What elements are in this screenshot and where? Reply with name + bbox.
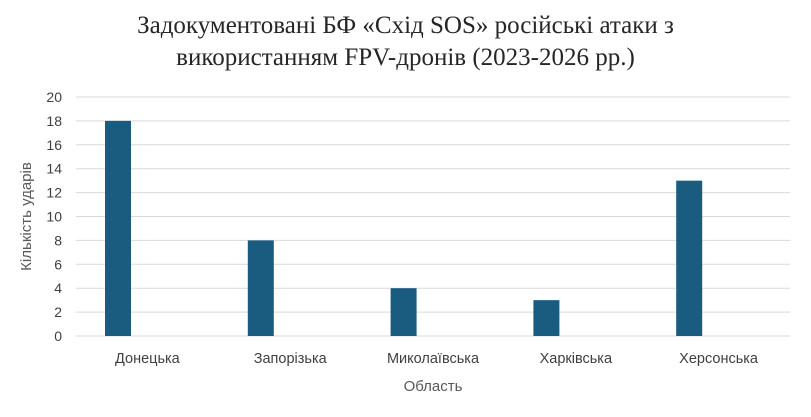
chart-title: Задокументовані БФ «Схід SOS» російські … bbox=[0, 10, 811, 74]
bar-2 bbox=[247, 240, 274, 336]
y-tick-label: 18 bbox=[46, 113, 62, 129]
x-category-label: Донецька bbox=[115, 351, 181, 367]
bars bbox=[105, 120, 703, 337]
chart-title-line-2: використанням FPV-дронів (2023-2026 рр.) bbox=[176, 44, 635, 71]
y-axis-tick-labels: 0 2 4 6 8 10 12 14 16 18 20 bbox=[46, 89, 62, 344]
x-category-label: Запорізька bbox=[254, 351, 328, 367]
y-tick-label: 6 bbox=[54, 256, 62, 272]
y-tick-label: 8 bbox=[54, 232, 62, 248]
bar-5 bbox=[676, 180, 703, 336]
y-tick-label: 10 bbox=[46, 209, 62, 225]
y-axis-title: Кількість ударів bbox=[18, 162, 35, 271]
x-category-label: Харківська bbox=[540, 351, 613, 367]
y-tick-label: 12 bbox=[46, 185, 62, 201]
bar-3 bbox=[390, 288, 417, 336]
gridlines bbox=[76, 96, 790, 337]
y-tick-label: 2 bbox=[54, 304, 62, 320]
y-tick-label: 16 bbox=[46, 137, 62, 153]
x-axis-category-labels: Донецька Запорізька Миколаївська Харківська… bbox=[115, 351, 759, 367]
y-tick-label: 20 bbox=[46, 89, 62, 105]
y-tick-label: 4 bbox=[54, 280, 62, 296]
x-axis-title: Область bbox=[404, 378, 463, 395]
bar-4 bbox=[533, 300, 560, 336]
x-category-label: Херсонська bbox=[679, 351, 759, 367]
bar-1 bbox=[105, 120, 131, 337]
y-tick-label: 14 bbox=[46, 161, 62, 177]
chart-title-line-1: Задокументовані БФ «Схід SOS» російські … bbox=[137, 12, 674, 39]
x-category-label: Миколаївська bbox=[387, 351, 480, 367]
y-tick-label: 0 bbox=[54, 328, 62, 344]
